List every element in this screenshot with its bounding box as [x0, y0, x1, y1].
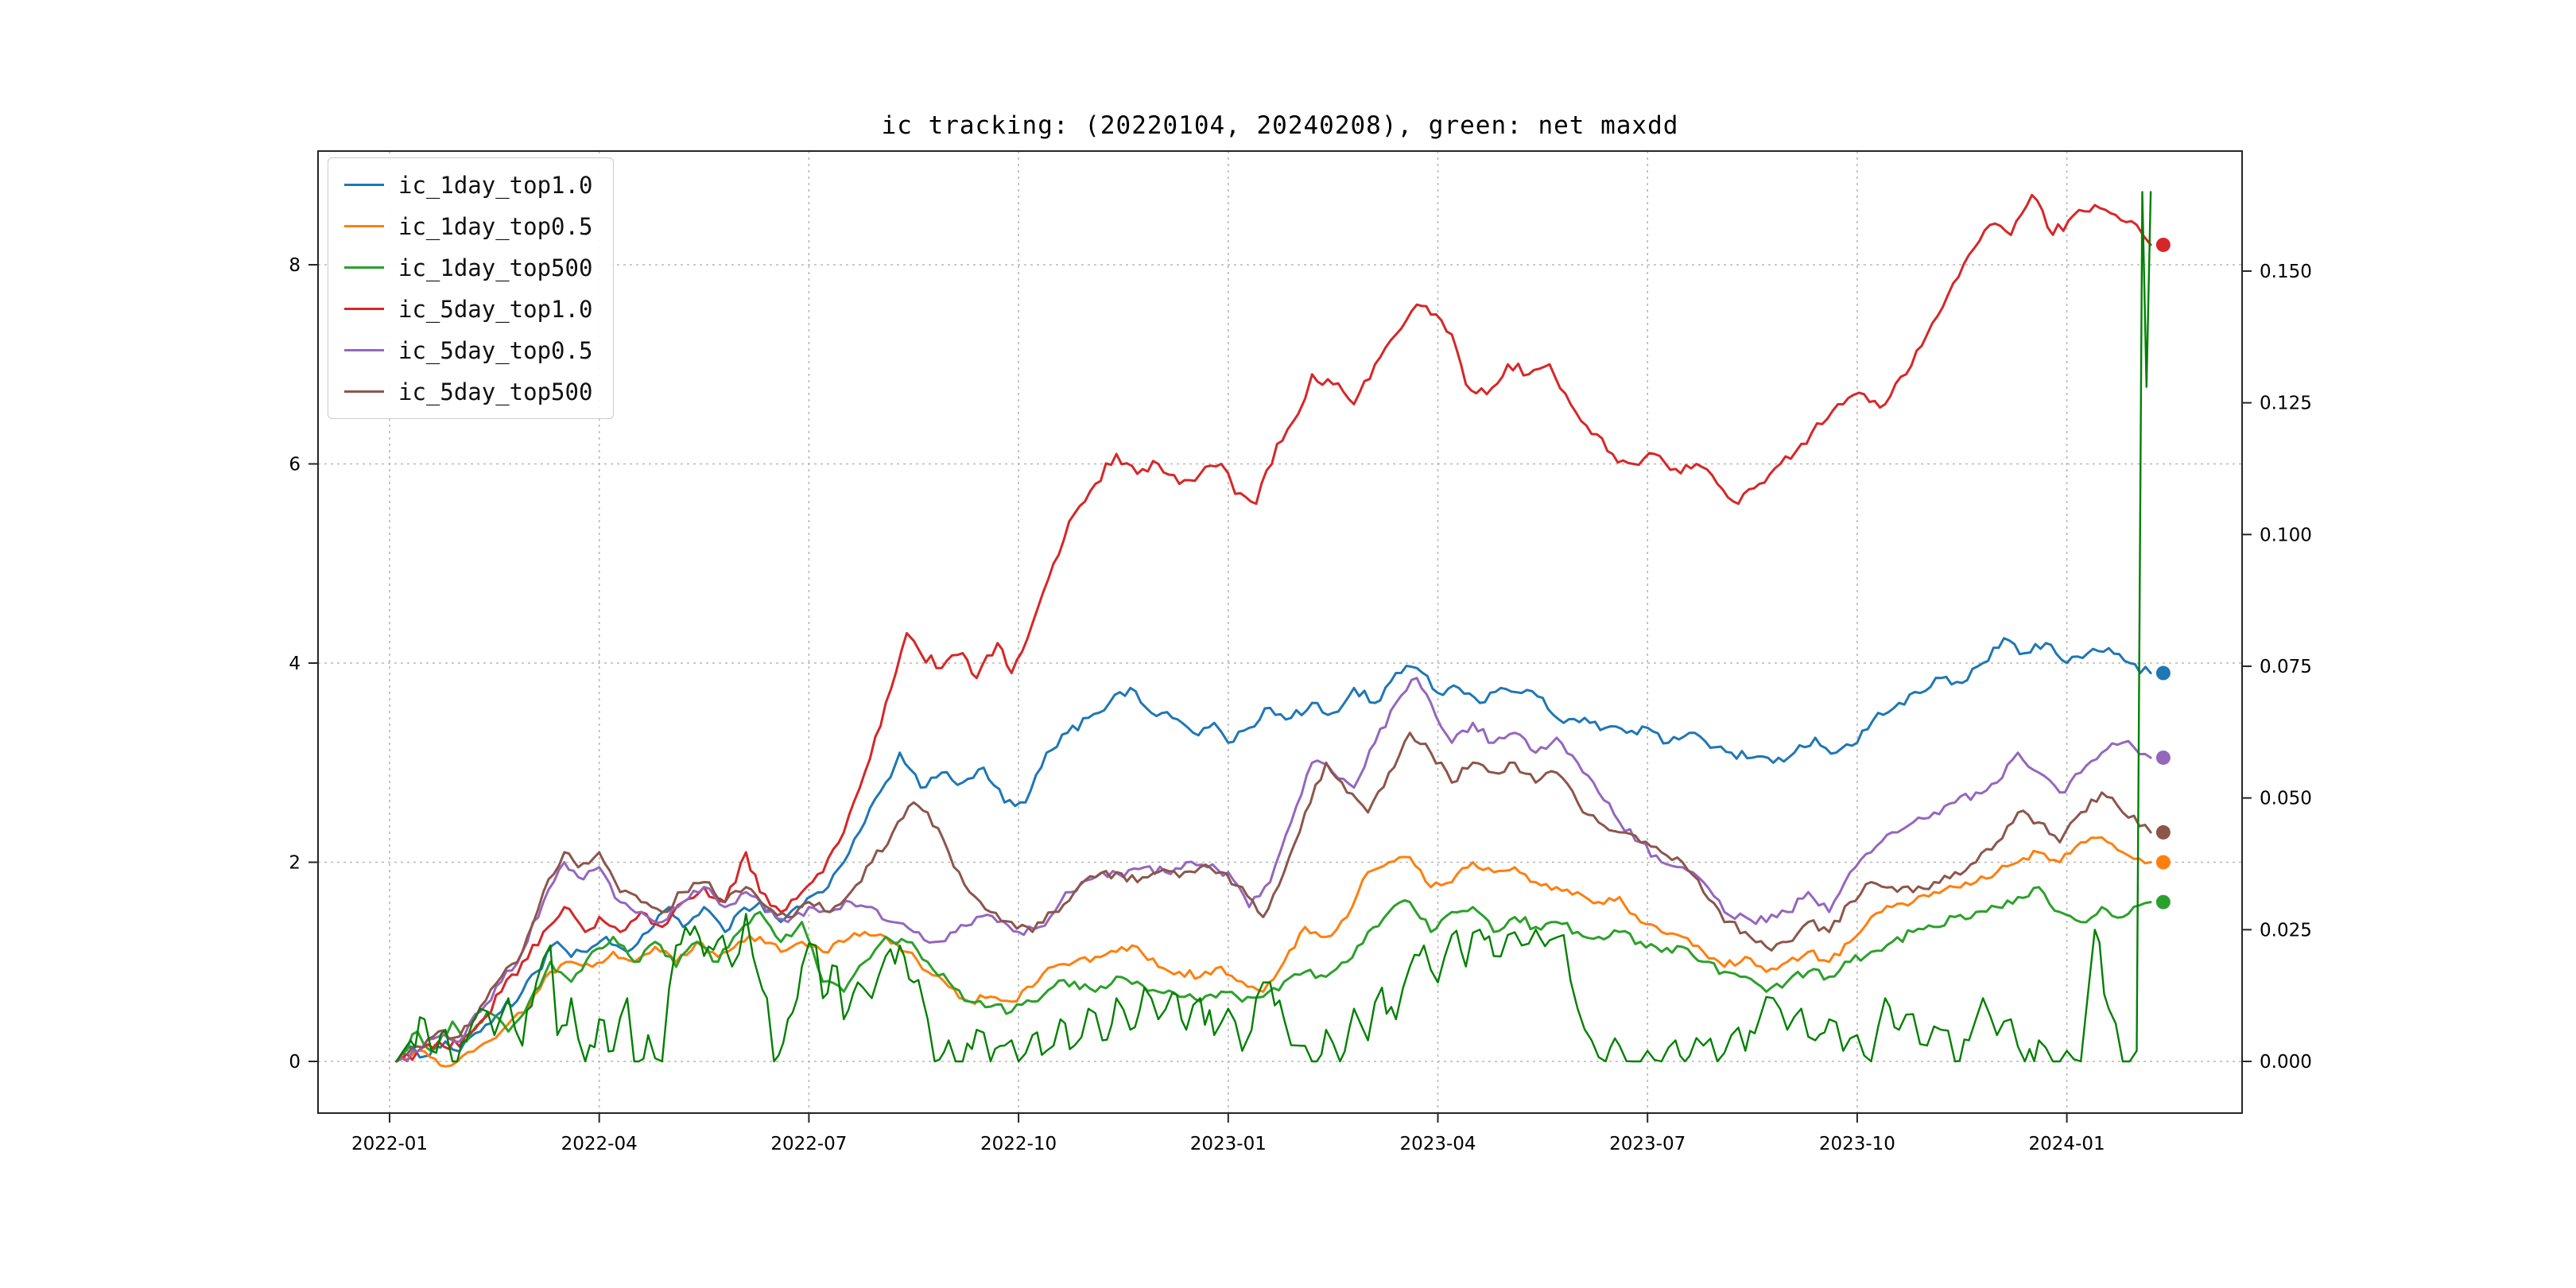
chart-title: ic tracking: (20220104, 20240208), green…: [881, 111, 1679, 140]
legend-line-swatch: [344, 390, 384, 394]
svg-text:2023-10: 2023-10: [1819, 1134, 1895, 1154]
legend-item: ic_1day_top1.0: [344, 168, 592, 202]
legend-item: ic_1day_top0.5: [344, 209, 592, 243]
svg-text:2024-01: 2024-01: [2029, 1134, 2105, 1154]
legend-line-swatch: [344, 266, 384, 270]
svg-text:4: 4: [289, 654, 301, 674]
svg-text:0.025: 0.025: [2260, 920, 2312, 941]
svg-text:0.000: 0.000: [2260, 1052, 2312, 1073]
svg-text:2022-01: 2022-01: [351, 1134, 428, 1154]
legend-line-swatch: [344, 307, 384, 311]
svg-text:0.050: 0.050: [2260, 789, 2312, 809]
svg-text:2023-04: 2023-04: [1399, 1134, 1476, 1154]
legend-label: ic_5day_top1.0: [398, 295, 593, 323]
legend: ic_1day_top1.0 ic_1day_top0.5 ic_1day_to…: [328, 157, 615, 419]
svg-text:6: 6: [289, 455, 301, 475]
legend-label: ic_1day_top0.5: [398, 212, 593, 240]
legend-label: ic_1day_top500: [398, 254, 593, 281]
svg-text:0.100: 0.100: [2260, 525, 2312, 545]
legend-label: ic_5day_top500: [398, 378, 593, 405]
legend-label: ic_5day_top0.5: [398, 336, 593, 364]
legend-item: ic_5day_top1.0: [344, 292, 592, 326]
svg-text:0: 0: [289, 1052, 301, 1073]
svg-text:2022-07: 2022-07: [770, 1134, 847, 1154]
svg-text:2022-10: 2022-10: [980, 1134, 1057, 1154]
legend-line-swatch: [344, 348, 384, 352]
legend-line-swatch: [344, 224, 384, 228]
svg-text:2022-04: 2022-04: [561, 1134, 638, 1154]
legend-line-swatch: [344, 183, 384, 187]
svg-text:0.075: 0.075: [2260, 657, 2312, 677]
legend-item: ic_5day_top500: [344, 374, 592, 409]
legend-label: ic_1day_top1.0: [398, 171, 593, 199]
svg-text:2023-01: 2023-01: [1190, 1134, 1267, 1154]
legend-item: ic_5day_top0.5: [344, 333, 592, 367]
svg-text:2: 2: [289, 853, 301, 874]
legend-item: ic_1day_top500: [344, 250, 592, 285]
svg-text:0.150: 0.150: [2260, 262, 2312, 282]
svg-text:2023-07: 2023-07: [1609, 1134, 1686, 1154]
svg-text:0.125: 0.125: [2260, 394, 2312, 414]
svg-text:8: 8: [289, 255, 301, 276]
